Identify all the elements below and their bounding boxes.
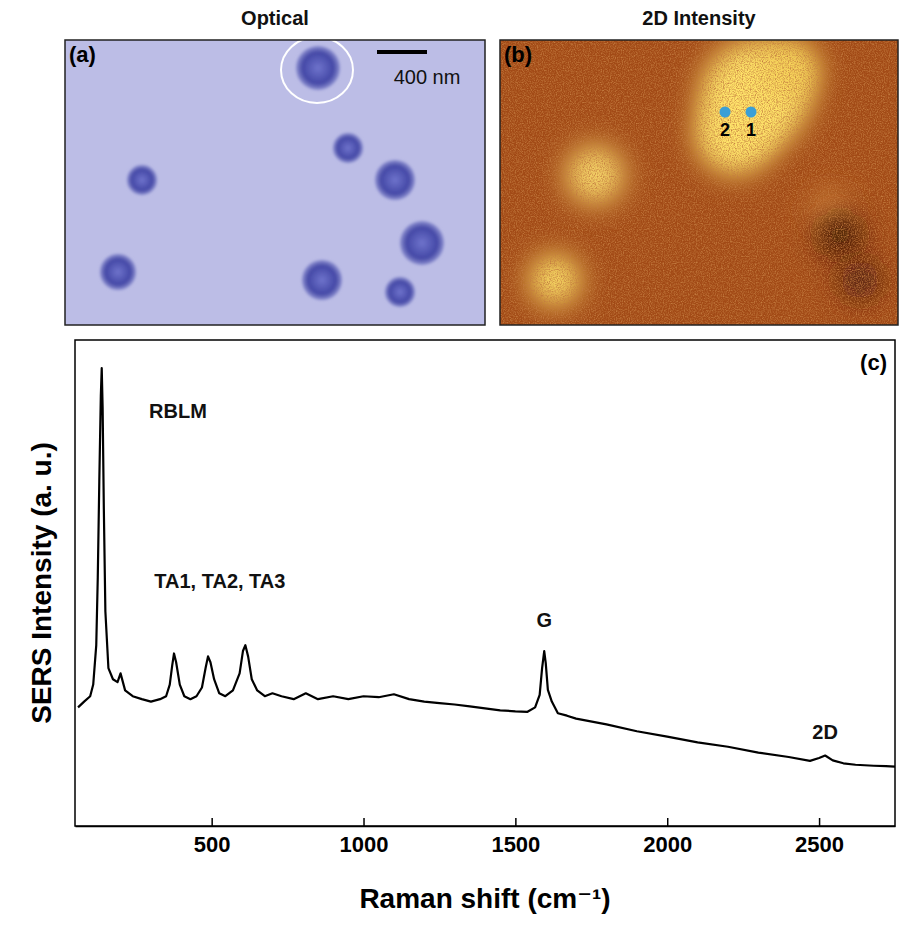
panel-letter: (a) [69, 42, 96, 67]
particle [100, 254, 136, 290]
panel-border [65, 40, 485, 325]
panel-title: Optical [241, 7, 309, 29]
x-tick-mark [667, 818, 669, 826]
scale-bar [377, 50, 427, 54]
x-tick-label: 2500 [795, 832, 844, 857]
x-tick-label: 2000 [643, 832, 692, 857]
x-tick-label: 1000 [340, 832, 389, 857]
measurement-point [746, 107, 757, 118]
x-tick: 1500 [491, 818, 540, 857]
panel-letter: (c) [860, 350, 887, 375]
particle [127, 165, 157, 195]
scale-bar-label: 400 nm [394, 66, 461, 88]
panel-letter: (b) [504, 42, 532, 67]
peak-label: RBLM [149, 400, 207, 422]
plot-background [75, 340, 895, 826]
x-tick-label: 1500 [491, 832, 540, 857]
particle [375, 160, 415, 200]
intensity-map [500, 40, 898, 325]
x-tick-label: 500 [194, 832, 231, 857]
figure: Optical 400 nm (a) 2D Intensity 12 (b) 500 1000… [0, 0, 903, 927]
particle [302, 260, 342, 300]
point-label: 2 [720, 120, 730, 140]
image-background [65, 40, 485, 325]
point-label: 1 [746, 120, 756, 140]
plot-area [78, 368, 895, 767]
particle [333, 133, 363, 163]
map-background [500, 40, 898, 325]
peak-label: 2D [812, 721, 838, 743]
panel-title: 2D Intensity [642, 7, 756, 29]
optical-image [65, 40, 485, 325]
x-tick: 2000 [643, 818, 692, 857]
x-tick: 500 [194, 818, 231, 857]
peak-label: TA1, TA2, TA3 [154, 570, 285, 592]
y-axis-title: SERS Intensity (a. u.) [26, 442, 57, 724]
particle [400, 221, 444, 265]
x-tick-mark [515, 818, 517, 826]
x-tick-mark [211, 818, 213, 826]
measurement-point [720, 107, 731, 118]
x-tick-mark [819, 818, 821, 826]
x-axis: 500 1000 1500 2000 2500 [76, 818, 896, 857]
panel-border [500, 40, 898, 325]
plot-frame [75, 340, 895, 826]
highlight-ring [281, 40, 353, 103]
x-axis-title: Raman shift (cm⁻¹) [359, 883, 610, 914]
x-tick-mark [363, 818, 365, 826]
x-tick: 1000 [340, 818, 389, 857]
peak-label: G [536, 609, 552, 631]
particle [296, 46, 340, 90]
map-grain [500, 40, 898, 325]
particle [385, 277, 415, 307]
spectrum-line [78, 368, 895, 767]
x-tick: 2500 [795, 818, 844, 857]
x-axis-line [76, 826, 896, 828]
